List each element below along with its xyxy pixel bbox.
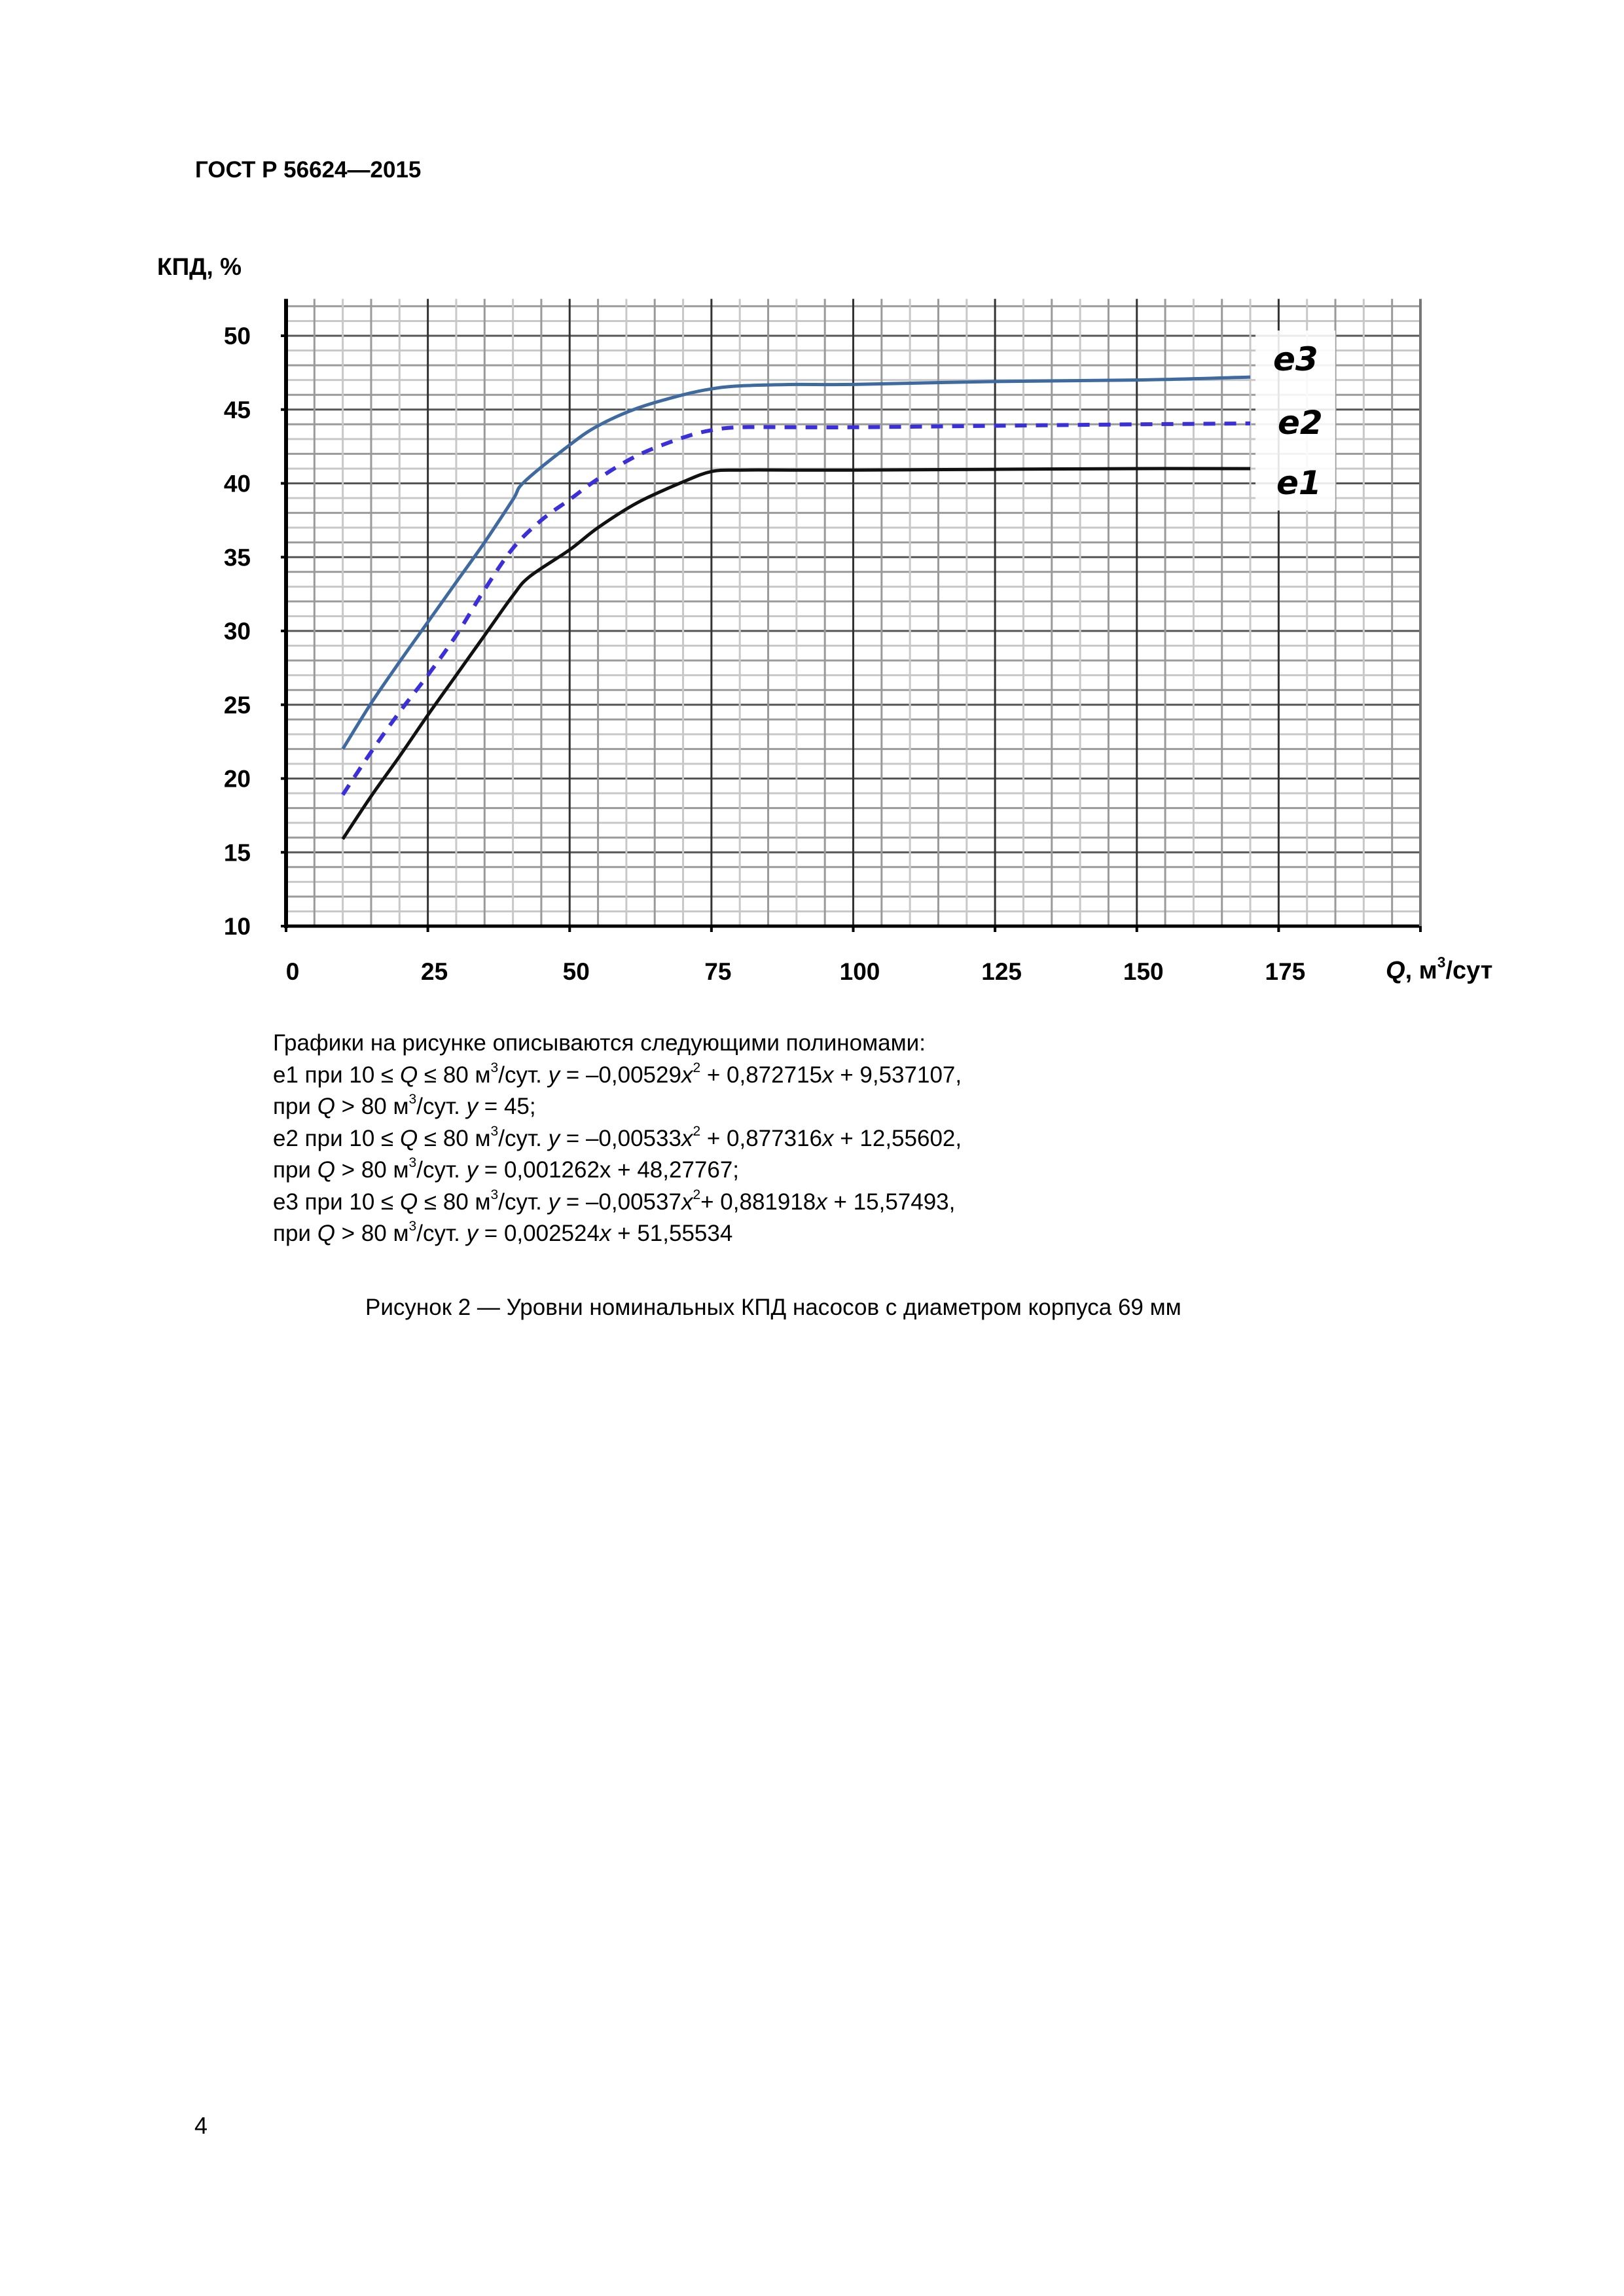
x-axis-unit: , м <box>1405 957 1437 984</box>
x-axis-variable: Q <box>1386 957 1405 984</box>
efficiency-chart: 10 15 20 25 30 35 40 45 50 0 25 50 75 100 125 150 175 e3… <box>224 298 1422 985</box>
formula-line: при Q > 80 м3/сут. y = 0,001262x + 48,27… <box>273 1155 740 1183</box>
series-label-box <box>1255 331 1335 511</box>
x-tick-label: 0 <box>286 958 300 985</box>
chart-curves <box>341 375 1251 840</box>
formula-line: е1 при 10 ≤ Q ≤ 80 м3/сут. y = –0,00529x… <box>273 1060 962 1088</box>
polynomial-notes: Графики на рисунке описываются следующим… <box>273 1028 962 1250</box>
formula-line: при Q > 80 м3/сут. y = 45; <box>273 1092 536 1119</box>
x-tick-label: 175 <box>1265 958 1306 985</box>
series-label-e3: e3 <box>1273 340 1318 378</box>
figure-caption: Рисунок 2 — Уровни номинальных КПД насос… <box>365 1295 1182 1320</box>
formula-line: е2 при 10 ≤ Q ≤ 80 м3/сут. y = –0,00533x… <box>273 1123 962 1151</box>
notes-formula-lines: е1 при 10 ≤ Q ≤ 80 м3/сут. y = –0,00529x… <box>273 1060 962 1250</box>
x-tick-label: 75 <box>704 958 731 985</box>
y-axis-label: КПД, % <box>157 253 242 280</box>
y-tick-label: 50 <box>224 323 251 350</box>
y-tick-label: 35 <box>224 544 251 571</box>
x-tick-label: 50 <box>563 958 590 985</box>
y-tick-label: 30 <box>224 618 251 645</box>
x-axis-unit-rest: /сут <box>1445 957 1493 984</box>
series-label-e1: e1 <box>1276 464 1322 502</box>
series-e3-line <box>341 375 1251 750</box>
y-tick-label: 20 <box>224 766 251 793</box>
y-tick-label: 15 <box>224 839 251 866</box>
x-axis-label: Q, м3/сут <box>1386 955 1493 984</box>
document-header: ГОСТ Р 56624—2015 <box>195 157 422 183</box>
x-tick-label: 100 <box>840 958 880 985</box>
formula-line: при Q > 80 м3/сут. y = 0,002524x + 51,55… <box>273 1219 733 1246</box>
formula-line: е3 при 10 ≤ Q ≤ 80 м3/сут. y = –0,00537x… <box>273 1187 956 1215</box>
page-number: 4 <box>194 2112 208 2139</box>
x-tick-label: 25 <box>421 958 448 985</box>
y-tick-label: 40 <box>224 471 251 497</box>
series-label-e2: e2 <box>1278 404 1323 442</box>
notes-intro: Графики на рисунке описываются следующим… <box>273 1030 926 1056</box>
axis-ticks: 10 15 20 25 30 35 40 45 50 0 25 50 75 100 125 150 175 <box>224 323 1422 985</box>
x-tick-label: 125 <box>981 958 1022 985</box>
series-e2-line <box>341 421 1251 796</box>
series-labels: e3 e2 e1 <box>1273 340 1323 502</box>
y-tick-label: 10 <box>224 913 251 940</box>
y-tick-label: 25 <box>224 692 251 719</box>
y-tick-label: 45 <box>224 397 251 423</box>
x-axis-unit-superscript: 3 <box>1437 953 1446 971</box>
series-e1-line <box>341 467 1251 840</box>
x-tick-label: 150 <box>1123 958 1164 985</box>
chart-grid <box>286 298 1420 926</box>
